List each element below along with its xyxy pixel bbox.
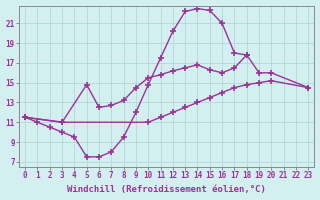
X-axis label: Windchill (Refroidissement éolien,°C): Windchill (Refroidissement éolien,°C) (67, 185, 266, 194)
